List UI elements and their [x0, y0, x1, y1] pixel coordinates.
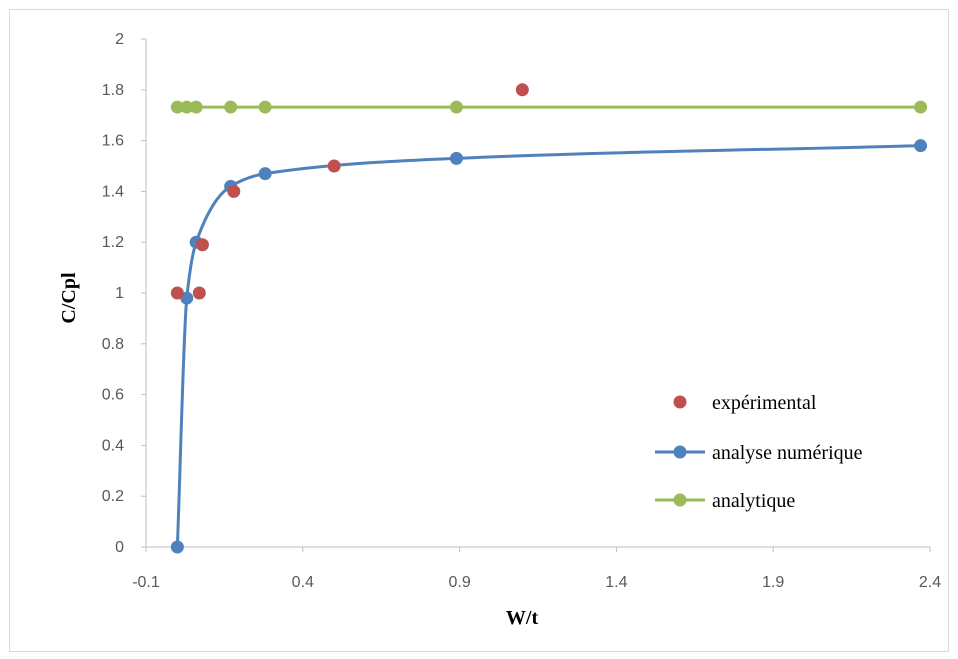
experimental-point — [515, 83, 529, 97]
analytique-point — [189, 100, 203, 114]
y-tick-label: 0.8 — [102, 336, 124, 353]
analyse-numerique-point — [914, 139, 928, 153]
y-tick-label: 2 — [115, 31, 124, 48]
x-tick-labels: -0.1 0.4 0.9 1.4 1.9 2.4 — [132, 574, 941, 591]
legend-marker-experimental — [673, 395, 687, 409]
analytique-point — [224, 100, 238, 114]
y-tick-label: 0.2 — [102, 488, 124, 505]
axis-tick-marks — [141, 38, 931, 552]
y-tick-label: 0 — [115, 539, 124, 556]
y-tick-label: 1 — [115, 285, 124, 302]
analyse-numerique-point — [449, 151, 463, 165]
analytique-point — [180, 100, 194, 114]
legend-label-experimental: expérimental — [712, 392, 817, 414]
x-tick-label: 1.9 — [762, 574, 784, 591]
experimental-point — [195, 238, 209, 252]
analytique-point — [449, 100, 463, 114]
experimental-point — [192, 286, 206, 300]
y-tick-label: 1.8 — [102, 82, 124, 99]
x-tick-label: -0.1 — [132, 574, 160, 591]
legend-marker-analytique — [673, 493, 687, 507]
y-tick-labels: 0 0.2 0.4 0.6 0.8 1 1.2 1.4 1.6 1.8 2 — [102, 31, 124, 556]
plot-area — [170, 83, 928, 554]
chart-frame — [9, 9, 949, 652]
y-axis-title: C/Cpl — [58, 272, 80, 324]
y-tick-label: 0.6 — [102, 387, 124, 404]
analytique-point — [258, 100, 272, 114]
x-tick-label: 0.9 — [448, 574, 470, 591]
y-tick-label: 1.2 — [102, 234, 124, 251]
x-tick-label: 1.4 — [605, 574, 627, 591]
experimental-point — [170, 286, 184, 300]
analyse-numerique-point — [170, 540, 184, 554]
analytique-point — [170, 100, 184, 114]
legend: expérimental analyse numérique analytique — [655, 392, 863, 512]
y-tick-label: 1.4 — [102, 183, 124, 200]
analytique-point — [914, 100, 928, 114]
experimental-point — [327, 159, 341, 173]
x-axis-title: W/t — [506, 607, 539, 629]
x-tick-label: 0.4 — [292, 574, 314, 591]
experimental-point — [227, 184, 241, 198]
analyse-numerique-point — [258, 167, 272, 181]
analyse-numerique-line — [175, 144, 921, 548]
x-tick-label: 2.4 — [919, 574, 941, 591]
y-tick-label: 1.6 — [102, 133, 124, 150]
y-tick-label: 0.4 — [102, 437, 124, 454]
legend-marker-analyse-numerique — [673, 445, 687, 459]
legend-label-analyse-numerique: analyse numérique — [712, 442, 863, 464]
legend-label-analytique: analytique — [712, 490, 795, 512]
